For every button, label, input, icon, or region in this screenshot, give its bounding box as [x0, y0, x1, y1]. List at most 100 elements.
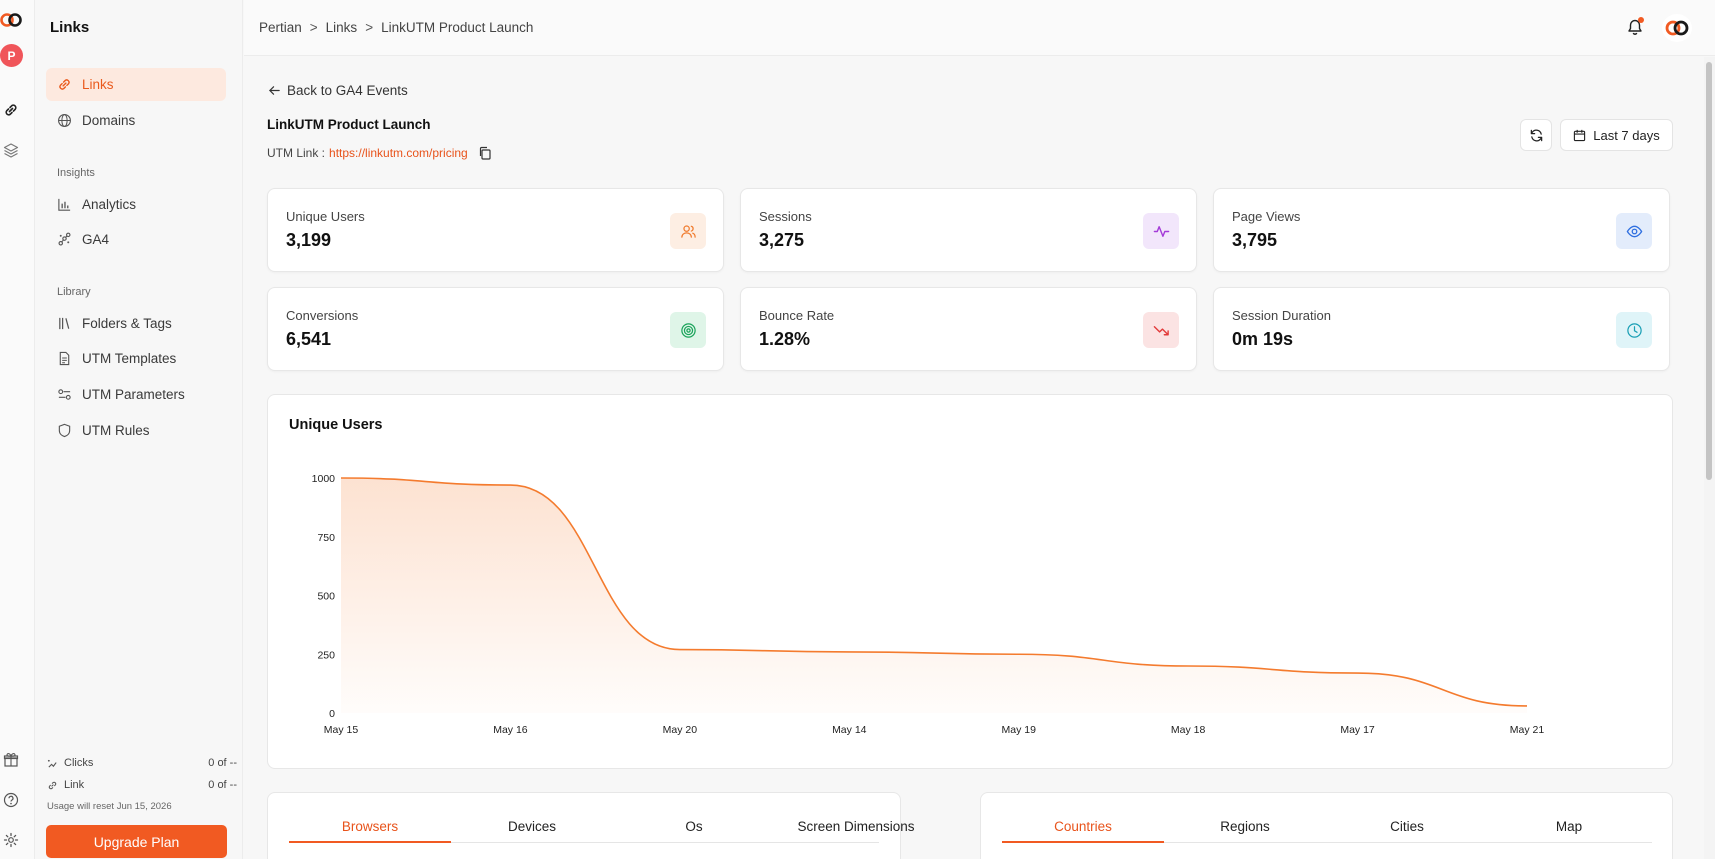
active-tab-indicator	[1002, 841, 1164, 843]
sidebar-item-label: UTM Parameters	[82, 387, 185, 402]
back-link-label: Back to GA4 Events	[287, 83, 408, 98]
tab-devices[interactable]: Devices	[507, 819, 556, 834]
tab-countries[interactable]: Countries	[1054, 819, 1112, 834]
upgrade-plan-button[interactable]: Upgrade Plan	[46, 825, 227, 858]
sidebar-item-label: Folders & Tags	[82, 316, 172, 331]
stat-value: 0m 19s	[1232, 329, 1294, 349]
tech-breakdown-card: Browsers Devices Os Screen Dimensions	[267, 792, 915, 859]
utm-link-url[interactable]: https://linkutm.com/pricing	[329, 146, 468, 160]
tab-regions[interactable]: Regions	[1220, 819, 1270, 834]
sidebar-title: Links	[50, 19, 90, 36]
refresh-button[interactable]	[1520, 119, 1552, 151]
stat-label: Bounce Rate	[759, 308, 835, 323]
tab-cities[interactable]: Cities	[1390, 819, 1424, 834]
usage-clicks-label: Clicks	[64, 757, 94, 769]
usage-links-label: Link	[64, 779, 85, 791]
x-tick-label: May 15	[324, 724, 359, 736]
gift-icon[interactable]	[0, 750, 22, 770]
shield-icon	[56, 423, 72, 439]
sidebar-item-label: UTM Rules	[82, 423, 150, 438]
document-icon	[56, 351, 72, 367]
stat-card-bounce-rate: Bounce Rate 1.28%	[740, 287, 1197, 371]
stat-card-session-duration: Session Duration 0m 19s	[1213, 287, 1670, 371]
sidebar-item-utm-rules[interactable]: UTM Rules	[46, 414, 226, 447]
sidebar-item-links[interactable]: Links	[46, 68, 226, 101]
sidebar-item-analytics[interactable]: Analytics	[46, 188, 226, 221]
scrollbar-thumb[interactable]	[1706, 62, 1712, 480]
x-tick-label: May 14	[832, 724, 867, 736]
x-tick-label: May 17	[1340, 724, 1375, 736]
breadcrumb-separator: >	[309, 20, 318, 35]
usage-reset-note: Usage will reset Jun 15, 2026	[47, 801, 172, 812]
y-tick-label: 250	[317, 649, 335, 661]
link-icon	[56, 77, 72, 93]
stat-label: Unique Users	[286, 209, 365, 224]
calendar-icon	[1574, 129, 1586, 141]
clicks-icon	[47, 759, 57, 768]
account-logo-icon[interactable]	[1662, 14, 1692, 42]
utm-link-row: UTM Link : https://linkutm.com/pricing	[267, 146, 492, 160]
folders-icon	[56, 316, 72, 332]
geo-breakdown-card: Countries Regions Cities Map	[980, 792, 1673, 859]
top-header: Pertian > Links > LinkUTM Product Launch	[244, 0, 1715, 56]
activity-icon	[1143, 213, 1179, 249]
stat-card-conversions: Conversions 6,541	[267, 287, 724, 371]
back-to-ga4-link[interactable]: Back to GA4 Events	[268, 83, 408, 98]
section-label-library: Library	[57, 286, 91, 298]
sidebar-item-label: GA4	[82, 232, 110, 247]
stat-label: Session Duration	[1232, 308, 1331, 323]
globe-icon	[56, 113, 72, 129]
notifications-bell-icon[interactable]	[1625, 17, 1645, 37]
x-tick-label: May 16	[493, 724, 528, 736]
notification-dot	[1638, 17, 1644, 23]
links-rail-icon[interactable]	[0, 100, 22, 120]
y-tick-label: 0	[329, 708, 335, 720]
breadcrumb: Pertian > Links > LinkUTM Product Launch	[259, 20, 533, 35]
chart-title: Unique Users	[289, 417, 383, 433]
link-small-icon	[48, 781, 57, 789]
sidebar-item-domains[interactable]: Domains	[46, 104, 226, 137]
breadcrumb-separator: >	[365, 20, 374, 35]
sidebar-item-utm-templates[interactable]: UTM Templates	[46, 342, 226, 375]
breadcrumb-links[interactable]: Links	[325, 20, 358, 35]
bar-chart-icon	[56, 197, 72, 213]
main-scrollbar[interactable]	[1704, 57, 1715, 859]
stat-label: Conversions	[286, 308, 359, 323]
main-content: Back to GA4 Events LinkUTM Product Launc…	[244, 57, 1704, 859]
sidebar-item-folders-tags[interactable]: Folders & Tags	[46, 307, 226, 340]
icon-rail: P	[0, 0, 35, 859]
unique-users-area-chart: 0 250 500 750 1000 May 15 May 16 May 20 May 14 Ma…	[312, 473, 1545, 736]
help-icon[interactable]	[0, 790, 22, 810]
x-tick-label: May 21	[1510, 724, 1545, 736]
date-range-button[interactable]: Last 7 days	[1560, 119, 1673, 151]
unique-users-chart-card: Unique Users 0 250 500 750 1000 May 15 May 16 M…	[267, 394, 1673, 769]
breadcrumb-workspace[interactable]: Pertian	[259, 20, 302, 35]
user-avatar[interactable]: P	[0, 44, 23, 67]
tab-browsers[interactable]: Browsers	[341, 819, 399, 834]
tab-divider	[1002, 842, 1652, 843]
usage-links-value: 0 of --	[208, 779, 237, 791]
tab-screen-dimensions[interactable]: Screen Dimensions	[797, 819, 915, 834]
stat-card-sessions: Sessions 3,275	[740, 188, 1197, 272]
x-tick-label: May 20	[663, 724, 698, 736]
sidebar-item-ga4[interactable]: GA4	[46, 223, 226, 256]
sidebar-item-label: Analytics	[82, 197, 137, 212]
sidebar-item-label: Links	[82, 77, 114, 92]
tab-map[interactable]: Map	[1555, 819, 1583, 834]
y-tick-label: 500	[317, 591, 335, 603]
tab-os[interactable]: Os	[685, 819, 703, 834]
app-logo-icon[interactable]	[0, 12, 22, 28]
usage-links: Link 0 of --	[47, 779, 237, 791]
stat-card-unique-users: Unique Users 3,199	[267, 188, 724, 272]
series-area-fill	[341, 478, 1527, 713]
series-line	[340, 477, 1528, 707]
copy-icon[interactable]	[478, 146, 492, 160]
page-title: LinkUTM Product Launch	[267, 117, 431, 132]
ga4-icon	[56, 232, 72, 248]
stat-value: 3,795	[1232, 230, 1278, 250]
sidebar-item-utm-parameters[interactable]: UTM Parameters	[46, 378, 226, 411]
target-icon	[670, 312, 706, 348]
refresh-icon	[1530, 129, 1542, 141]
layers-icon[interactable]	[0, 140, 22, 160]
settings-gear-icon[interactable]	[0, 830, 22, 850]
